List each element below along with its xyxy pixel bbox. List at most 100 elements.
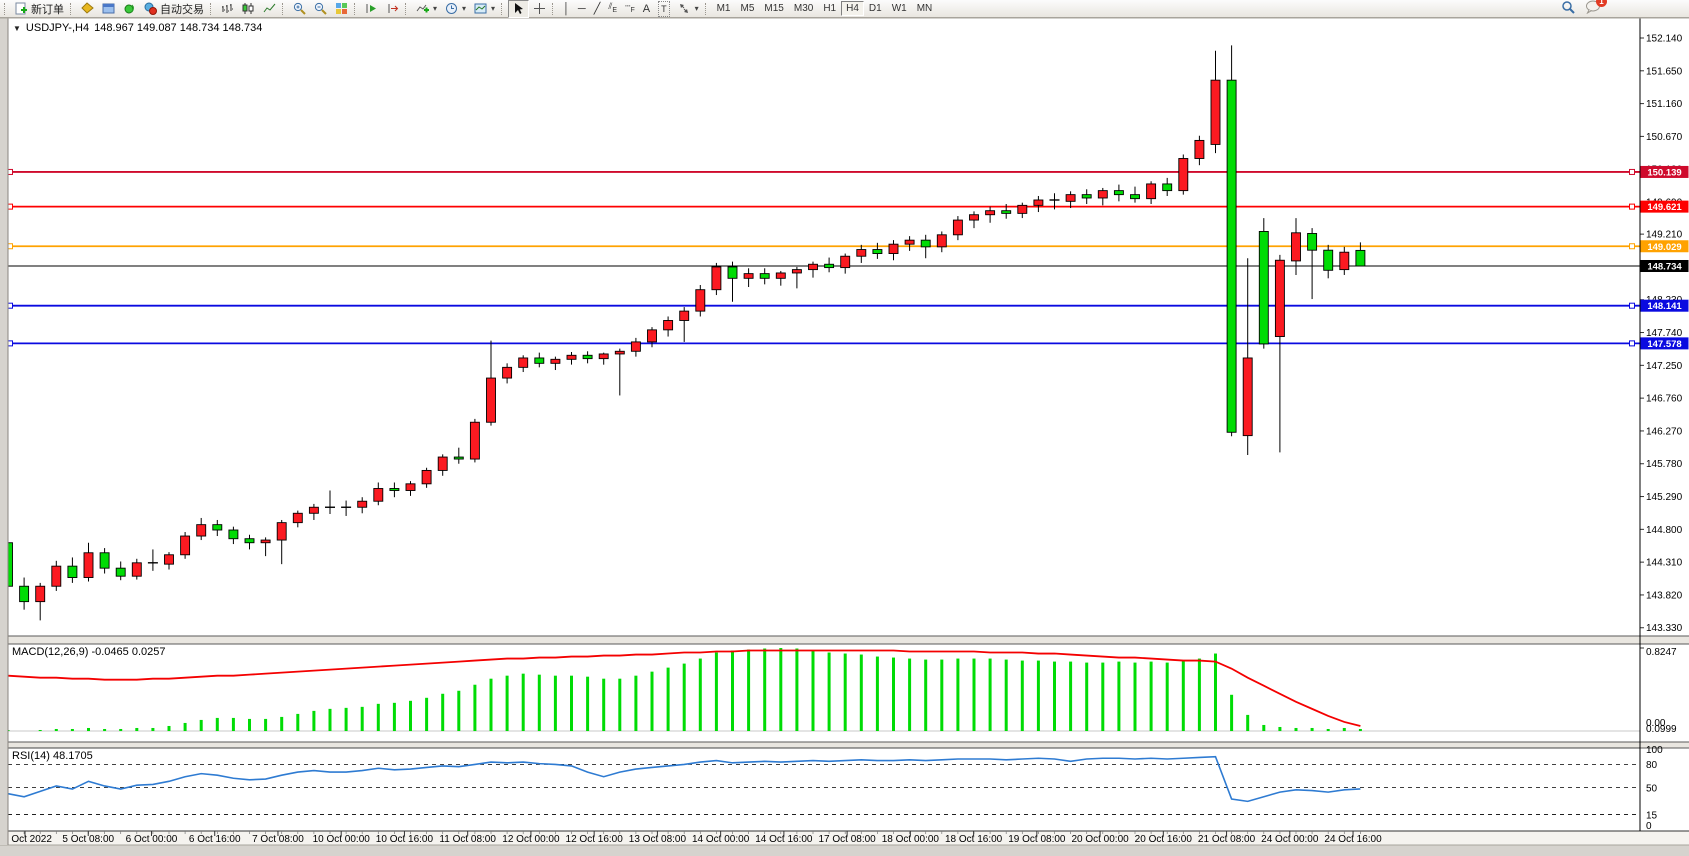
- periods-button[interactable]: ▾: [441, 0, 470, 18]
- toolbar-grip[interactable]: [405, 2, 409, 15]
- arrows-tool-button[interactable]: ▾: [674, 0, 703, 18]
- svg-text:14 Oct 16:00: 14 Oct 16:00: [755, 834, 813, 845]
- price-axis-column: [1640, 18, 1689, 831]
- timeframe-m5-button[interactable]: M5: [740, 3, 755, 14]
- timeframe-w1-button[interactable]: W1: [891, 3, 907, 14]
- svg-text:50: 50: [1646, 784, 1658, 795]
- timeframe-h4-button[interactable]: H4: [841, 1, 864, 16]
- toolbar-grip[interactable]: [4, 2, 8, 15]
- symbol-period-label: USDJPY-,H4: [25, 22, 90, 34]
- collapse-triangle-icon[interactable]: ▼: [13, 23, 21, 33]
- svg-text:147.740: 147.740: [1646, 328, 1683, 339]
- text-label-tool-button[interactable]: T: [654, 0, 674, 18]
- text-tool-button[interactable]: A: [642, 2, 651, 15]
- svg-text:146.760: 146.760: [1646, 394, 1683, 405]
- chevron-down-icon: ▾: [462, 4, 467, 13]
- trendline-tool-button[interactable]: ╱: [593, 2, 601, 15]
- equidistant-channel-tool-button[interactable]: ⫽E: [608, 1, 618, 14]
- svg-text:10 Oct 00:00: 10 Oct 00:00: [313, 834, 371, 845]
- svg-text:144.310: 144.310: [1646, 558, 1683, 569]
- macd-signal-line: [7, 649, 1361, 727]
- svg-text:6 Oct 00:00: 6 Oct 00:00: [126, 834, 178, 845]
- pane-separator[interactable]: [0, 742, 1689, 748]
- svg-text:24 Oct 16:00: 24 Oct 16:00: [1324, 834, 1382, 845]
- toolbar-grip[interactable]: [552, 2, 556, 15]
- svg-text:100: 100: [1646, 745, 1663, 756]
- notifications-button[interactable]: 1: [1585, 0, 1607, 17]
- auto-trading-icon: [144, 2, 157, 15]
- vertical-line-tool-button[interactable]: │: [563, 2, 570, 15]
- zoom-in-button[interactable]: [289, 0, 310, 18]
- navigator-button[interactable]: [98, 0, 119, 18]
- market-watch-button[interactable]: [77, 0, 98, 18]
- svg-text:10 Oct 16:00: 10 Oct 16:00: [376, 834, 434, 845]
- new-order-icon: [15, 2, 28, 15]
- timeframe-mn-button[interactable]: MN: [916, 3, 933, 14]
- auto-scroll-button[interactable]: [361, 0, 382, 18]
- svg-text:149.210: 149.210: [1646, 230, 1683, 241]
- svg-text:5 Oct 08:00: 5 Oct 08:00: [62, 834, 114, 845]
- pane-separator[interactable]: [0, 636, 1689, 644]
- terminal-button[interactable]: [119, 0, 140, 18]
- svg-text:24 Oct 00:00: 24 Oct 00:00: [1261, 834, 1319, 845]
- timeframe-m15-button[interactable]: M15: [764, 3, 784, 14]
- svg-text:7 Oct 08:00: 7 Oct 08:00: [252, 834, 304, 845]
- search-button[interactable]: [1561, 0, 1575, 17]
- time-axis: 4 Oct 2022 5 Oct 08:00 6 Oct 00:00 6 Oct 16…: [0, 830, 1689, 845]
- svg-text:15: 15: [1646, 811, 1658, 822]
- svg-text:4 Oct 2022: 4 Oct 2022: [3, 834, 52, 845]
- horizontal-line-tool-button[interactable]: ─: [577, 2, 586, 15]
- rsi-line: [7, 755, 1361, 803]
- toolbar-grip[interactable]: [501, 2, 505, 15]
- cursor-tool-button[interactable]: [508, 0, 530, 18]
- chevron-down-icon: ▾: [694, 4, 699, 13]
- fibonacci-tool-button[interactable]: ┄F: [625, 1, 635, 14]
- window-left-border: [0, 18, 8, 845]
- toolbar-grip[interactable]: [704, 2, 709, 15]
- chevron-down-icon: ▾: [433, 4, 438, 13]
- svg-text:18 Oct 16:00: 18 Oct 16:00: [945, 834, 1003, 845]
- svg-text:0.0999: 0.0999: [1646, 724, 1677, 735]
- svg-text:17 Oct 08:00: 17 Oct 08:00: [818, 834, 876, 845]
- zoom-out-button[interactable]: [310, 0, 331, 18]
- svg-text:18 Oct 00:00: 18 Oct 00:00: [882, 834, 940, 845]
- svg-text:144.800: 144.800: [1646, 525, 1683, 536]
- new-order-button[interactable]: 新订单: [11, 0, 68, 18]
- svg-text:146.270: 146.270: [1646, 426, 1683, 437]
- bar-chart-type-button[interactable]: [217, 0, 238, 18]
- indicators-button[interactable]: ▾: [412, 0, 441, 18]
- svg-text:151.160: 151.160: [1646, 99, 1683, 110]
- svg-text:150.670: 150.670: [1646, 132, 1683, 143]
- chevron-down-icon: ▾: [491, 4, 496, 13]
- timeframe-d1-button[interactable]: D1: [868, 3, 882, 14]
- tile-windows-button[interactable]: [331, 0, 352, 18]
- timeframe-toolbar: M1 M5 M15 M30 H1 H4 D1 W1 MN: [712, 1, 938, 16]
- templates-button[interactable]: ▾: [470, 0, 499, 18]
- line-chart-type-button[interactable]: [259, 0, 280, 18]
- rsi-indicator-label: RSI(14) 48.1705: [12, 750, 93, 762]
- svg-text:149.029: 149.029: [1647, 242, 1681, 253]
- timeframe-m30-button[interactable]: M30: [793, 3, 814, 14]
- chart-shift-button[interactable]: [382, 0, 403, 18]
- svg-text:20 Oct 00:00: 20 Oct 00:00: [1071, 834, 1129, 845]
- toolbar-grip[interactable]: [210, 2, 214, 15]
- svg-text:143.330: 143.330: [1646, 623, 1683, 634]
- crosshair-tool-button[interactable]: [529, 0, 550, 18]
- timeframe-m1-button[interactable]: M1: [716, 3, 731, 14]
- status-strip: [0, 845, 1689, 856]
- candlestick-chart-type-button[interactable]: [238, 0, 259, 18]
- svg-text:12 Oct 16:00: 12 Oct 16:00: [566, 834, 624, 845]
- toolbar-grip[interactable]: [354, 2, 358, 15]
- svg-text:151.650: 151.650: [1646, 66, 1683, 77]
- main-toolbar: 新订单 自动交易 ▾: [0, 0, 1689, 18]
- horizontal-lines: [7, 168, 1640, 347]
- toolbar-grip[interactable]: [70, 2, 74, 15]
- notification-count-badge: 1: [1596, 0, 1607, 7]
- macd-indicator-label: MACD(12,26,9) -0.0465 0.0257: [12, 646, 166, 658]
- svg-text:80: 80: [1646, 760, 1658, 771]
- toolbar-grip[interactable]: [282, 2, 286, 15]
- auto-trading-button[interactable]: 自动交易: [140, 0, 208, 18]
- svg-text:147.250: 147.250: [1646, 361, 1683, 372]
- timeframe-h1-button[interactable]: H1: [823, 3, 837, 14]
